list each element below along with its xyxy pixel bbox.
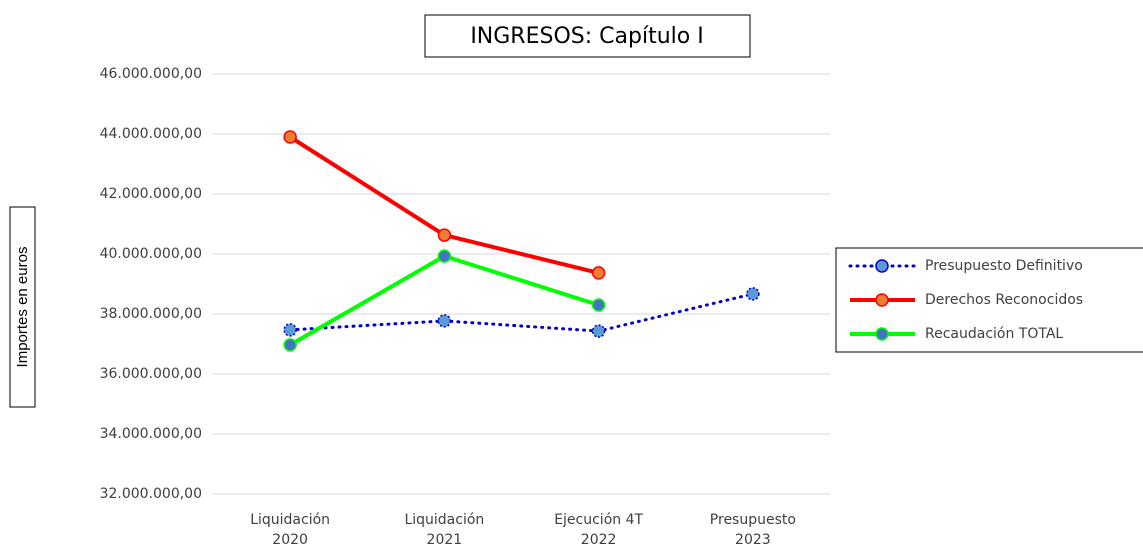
- y-tick-label: 32.000.000,00: [100, 486, 202, 502]
- data-point: [591, 266, 606, 280]
- x-tick-label: 2021: [427, 532, 463, 544]
- x-tick-label: 2022: [581, 532, 617, 544]
- x-tick-label: 2020: [272, 532, 308, 544]
- x-tick-label: Liquidación: [250, 512, 330, 528]
- legend-label: Derechos Reconocidos: [925, 292, 1083, 308]
- chart-title: INGRESOS: Capítulo I: [470, 24, 703, 49]
- data-point: [283, 323, 297, 337]
- y-tick-label: 46.000.000,00: [100, 66, 202, 82]
- data-point: [437, 228, 452, 242]
- y-label-box: [9, 206, 36, 408]
- y-tick-label: 44.000.000,00: [100, 126, 202, 142]
- data-point: [591, 324, 606, 338]
- y-tick-label: 42.000.000,00: [100, 186, 202, 202]
- legend-marker: [875, 259, 889, 273]
- y-tick-label: 40.000.000,00: [100, 246, 202, 262]
- legend-marker: [875, 293, 889, 307]
- series-line: [289, 253, 600, 347]
- data-point: [746, 287, 760, 301]
- legend-marker: [875, 327, 889, 341]
- data-point: [437, 249, 452, 263]
- y-tick-label: 38.000.000,00: [100, 306, 202, 322]
- data-point: [283, 338, 297, 352]
- x-tick-label: 2023: [735, 532, 771, 544]
- data-point: [283, 130, 297, 144]
- y-tick-label: 36.000.000,00: [100, 366, 202, 382]
- x-tick-label: Liquidación: [404, 512, 484, 528]
- legend-label: Recaudación TOTAL: [925, 326, 1063, 342]
- x-tick-label: Ejecución 4T: [554, 512, 643, 528]
- series-line: [288, 292, 755, 333]
- title-box: [424, 14, 751, 58]
- y-tick-label: 34.000.000,00: [100, 426, 202, 442]
- data-point: [591, 298, 606, 312]
- x-tick-label: Presupuesto: [710, 512, 796, 528]
- y-axis-label: Importes en euros: [14, 247, 31, 368]
- legend-label: Presupuesto Definitivo: [925, 258, 1083, 274]
- data-point: [437, 314, 452, 328]
